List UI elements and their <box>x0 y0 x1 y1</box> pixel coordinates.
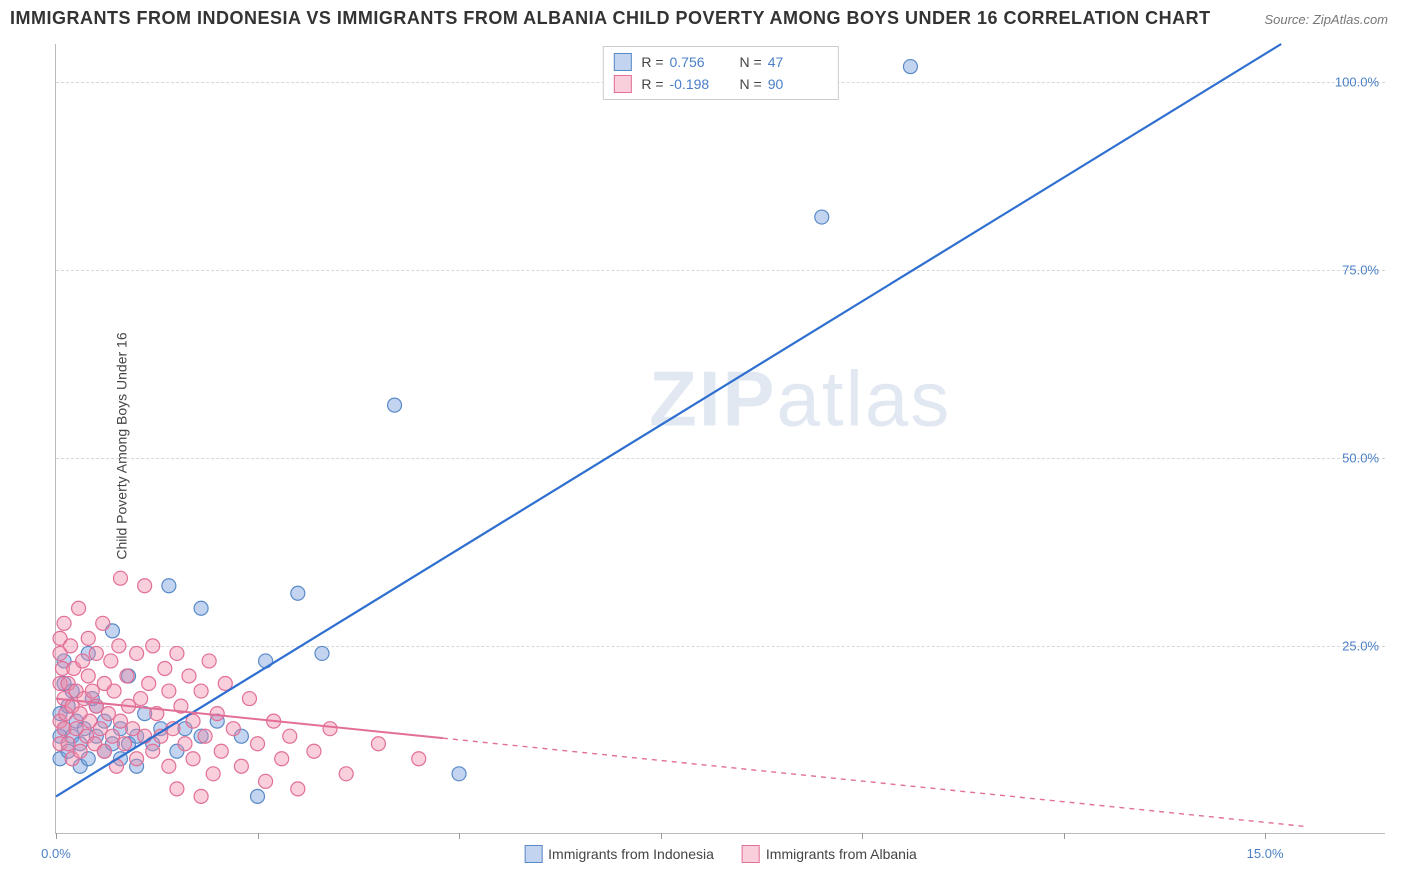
data-point <box>291 586 305 600</box>
data-point <box>242 692 256 706</box>
legend-label-indonesia: Immigrants from Indonesia <box>548 846 714 862</box>
data-point <box>214 744 228 758</box>
data-point <box>61 737 75 751</box>
r-value-indonesia: 0.756 <box>670 54 730 70</box>
data-point <box>112 639 126 653</box>
data-point <box>158 661 172 675</box>
trend-line-dashed <box>443 738 1305 826</box>
chart-title: IMMIGRANTS FROM INDONESIA VS IMMIGRANTS … <box>10 8 1211 29</box>
data-point <box>81 631 95 645</box>
data-point <box>202 654 216 668</box>
swatch-albania-icon <box>613 75 631 93</box>
data-point <box>113 714 127 728</box>
data-point <box>339 767 353 781</box>
data-point <box>206 767 220 781</box>
stats-row-albania: R = -0.198 N = 90 <box>613 73 827 95</box>
data-point <box>323 722 337 736</box>
data-point <box>259 774 273 788</box>
data-point <box>130 646 144 660</box>
legend-item-albania: Immigrants from Albania <box>742 845 917 863</box>
data-point <box>388 398 402 412</box>
data-point <box>234 759 248 773</box>
data-point <box>104 654 118 668</box>
data-point <box>118 737 132 751</box>
stats-legend: R = 0.756 N = 47 R = -0.198 N = 90 <box>602 46 838 100</box>
data-point <box>93 722 107 736</box>
swatch-albania-icon <box>742 845 760 863</box>
data-point <box>198 729 212 743</box>
data-point <box>107 684 121 698</box>
data-point <box>73 744 87 758</box>
data-point <box>315 646 329 660</box>
data-point <box>226 722 240 736</box>
data-point <box>452 767 466 781</box>
source-label: Source: ZipAtlas.com <box>1264 12 1388 27</box>
data-point <box>89 646 103 660</box>
n-label: N = <box>740 54 762 70</box>
data-point <box>64 639 78 653</box>
series-legend: Immigrants from Indonesia Immigrants fro… <box>524 845 917 863</box>
data-point <box>194 601 208 615</box>
data-point <box>120 669 134 683</box>
data-point <box>162 684 176 698</box>
data-point <box>105 729 119 743</box>
data-point <box>275 752 289 766</box>
data-point <box>85 684 99 698</box>
data-point <box>162 579 176 593</box>
data-point <box>283 729 297 743</box>
stats-row-indonesia: R = 0.756 N = 47 <box>613 51 827 73</box>
data-point <box>57 616 71 630</box>
data-point <box>251 737 265 751</box>
data-point <box>903 60 917 74</box>
data-point <box>194 789 208 803</box>
x-tick-label: 15.0% <box>1247 846 1284 861</box>
data-point <box>146 639 160 653</box>
data-point <box>170 646 184 660</box>
data-point <box>72 601 86 615</box>
legend-item-indonesia: Immigrants from Indonesia <box>524 845 714 863</box>
n-value-indonesia: 47 <box>768 54 828 70</box>
n-label: N = <box>740 76 762 92</box>
x-tick-label: 0.0% <box>41 846 71 861</box>
n-value-albania: 90 <box>768 76 828 92</box>
legend-label-albania: Immigrants from Albania <box>766 846 917 862</box>
plot-area: ZIPatlas 25.0%50.0%75.0%100.0% 0.0%15.0%… <box>55 44 1385 834</box>
data-point <box>96 616 110 630</box>
trend-line <box>56 44 1281 796</box>
data-point <box>138 579 152 593</box>
data-point <box>81 669 95 683</box>
data-point <box>162 759 176 773</box>
r-label: R = <box>641 76 663 92</box>
data-point <box>134 692 148 706</box>
data-point <box>170 782 184 796</box>
data-point <box>186 752 200 766</box>
data-point <box>371 737 385 751</box>
r-label: R = <box>641 54 663 70</box>
data-point <box>146 744 160 758</box>
data-point <box>412 752 426 766</box>
data-point <box>126 722 140 736</box>
data-point <box>142 677 156 691</box>
data-point <box>97 744 111 758</box>
swatch-indonesia-icon <box>613 53 631 71</box>
data-point <box>251 789 265 803</box>
data-point <box>76 654 90 668</box>
data-point <box>194 684 208 698</box>
svg-overlay <box>56 44 1385 833</box>
data-point <box>815 210 829 224</box>
chart-container: IMMIGRANTS FROM INDONESIA VS IMMIGRANTS … <box>0 0 1406 892</box>
data-point <box>113 571 127 585</box>
data-point <box>182 669 196 683</box>
data-point <box>101 707 115 721</box>
data-point <box>307 744 321 758</box>
swatch-indonesia-icon <box>524 845 542 863</box>
data-point <box>178 737 192 751</box>
data-point <box>130 752 144 766</box>
r-value-albania: -0.198 <box>670 76 730 92</box>
data-point <box>291 782 305 796</box>
